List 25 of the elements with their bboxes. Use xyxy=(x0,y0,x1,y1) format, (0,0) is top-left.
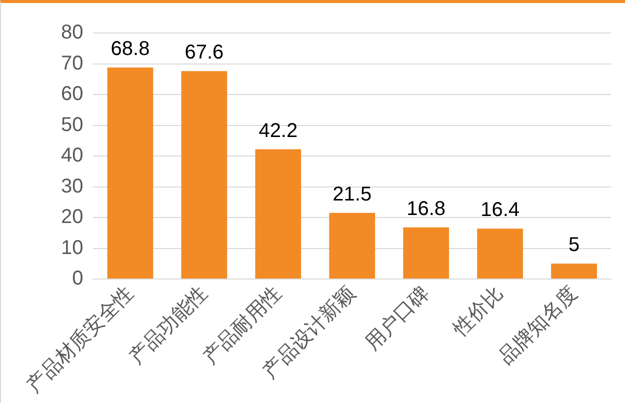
y-tick-label: 40 xyxy=(60,144,84,167)
data-label: 42.2 xyxy=(258,120,298,142)
data-label: 16.8 xyxy=(406,198,446,220)
x-tick-label: 用户口碑 xyxy=(361,282,434,355)
data-label: 16.4 xyxy=(480,199,520,222)
data-label: 21.5 xyxy=(332,183,372,206)
bar xyxy=(403,227,450,279)
data-label: 5 xyxy=(568,234,580,256)
bar xyxy=(107,67,154,279)
y-tick-label: 80 xyxy=(60,22,84,44)
y-tick-label: 30 xyxy=(60,175,84,198)
data-label: 68.8 xyxy=(110,38,150,60)
y-tick-label: 10 xyxy=(60,236,84,259)
y-tick-label: 60 xyxy=(60,83,84,106)
x-tick-label: 性价比 xyxy=(448,282,508,342)
bar xyxy=(181,71,228,279)
y-tick-label: 50 xyxy=(60,114,84,136)
bar xyxy=(329,212,376,279)
y-tick-label: 0 xyxy=(72,268,84,290)
y-tick-label: 20 xyxy=(60,206,84,228)
bar xyxy=(551,264,597,279)
y-tick-label: 70 xyxy=(60,52,84,74)
data-label: 67.6 xyxy=(184,42,224,64)
bar xyxy=(477,228,523,279)
bar xyxy=(255,149,302,279)
